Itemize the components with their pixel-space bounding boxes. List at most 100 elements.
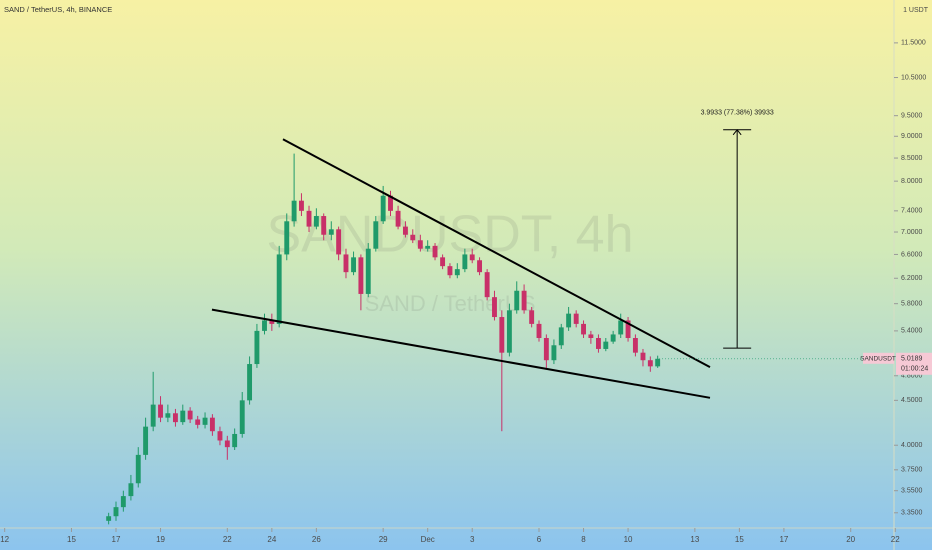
candle-body xyxy=(558,327,564,346)
x-tick-label: 22 xyxy=(223,535,232,544)
chart-title: SAND / TetherUS, 4h, BINANCE xyxy=(4,5,112,14)
watermark-subtitle: SAND / TetherUS xyxy=(365,291,536,316)
y-tick-label: 7.4000 xyxy=(901,208,923,215)
x-tick-label: Dec xyxy=(421,535,435,544)
candle-body xyxy=(106,516,112,521)
candle-body xyxy=(647,360,653,367)
candle-body xyxy=(254,330,260,365)
y-tick-label: 9.0000 xyxy=(901,133,923,140)
plot-area xyxy=(106,153,661,525)
candle-body xyxy=(417,240,423,249)
candle-body xyxy=(492,297,497,318)
candle-body xyxy=(596,338,601,349)
trendline xyxy=(282,138,711,369)
candle-body xyxy=(618,320,624,335)
symbol-tag-label: SANDUSDT xyxy=(860,355,896,362)
candle-body xyxy=(202,417,208,425)
candle-body xyxy=(484,272,490,298)
x-tick-label: 15 xyxy=(735,535,744,544)
candle-body xyxy=(180,410,186,423)
countdown-label: 01:00:24 xyxy=(901,366,928,373)
candle-body xyxy=(573,313,579,324)
candle-body xyxy=(380,195,386,222)
trendline xyxy=(211,308,711,399)
candle-body xyxy=(610,334,616,342)
candle-body xyxy=(343,254,349,273)
candle-body xyxy=(172,413,178,423)
candle-body xyxy=(581,323,586,335)
y-tick-label: 11.5000 xyxy=(901,40,926,47)
candle-body xyxy=(410,234,416,241)
candle-body xyxy=(158,404,163,418)
candle-body xyxy=(388,195,393,211)
candle-body xyxy=(351,257,356,273)
candle-body xyxy=(195,419,201,425)
candle-body xyxy=(551,345,557,361)
candle-body xyxy=(625,320,631,339)
candle-body xyxy=(247,364,253,401)
x-tick-label: 10 xyxy=(624,535,633,544)
x-tick-label: 19 xyxy=(156,535,165,544)
candle-body xyxy=(328,229,334,235)
candle-body xyxy=(588,334,594,339)
candle-body xyxy=(469,254,475,261)
y-tick-label: 6.6000 xyxy=(901,251,923,258)
measure-label: 3.9933 (77.38%) 39933 xyxy=(701,110,774,117)
candle-body xyxy=(358,257,364,294)
candle-body xyxy=(239,400,245,434)
y-tick-label: 8.5000 xyxy=(901,155,923,162)
candle-body xyxy=(150,404,156,427)
candle-body xyxy=(640,352,646,361)
candle-body xyxy=(217,431,223,441)
x-tick-label: 29 xyxy=(379,535,388,544)
x-tick-label: 20 xyxy=(846,535,855,544)
candle-body xyxy=(291,200,297,222)
candle-body xyxy=(313,216,319,227)
y-tick-label: 5.8000 xyxy=(901,301,923,308)
candle-body xyxy=(284,221,290,255)
candle-body xyxy=(336,229,342,255)
y-tick-label: 3.3500 xyxy=(901,510,923,517)
y-tick-label: 3.5500 xyxy=(901,488,923,495)
candle-body xyxy=(499,317,505,353)
symbol-tag xyxy=(863,352,894,364)
price-tag xyxy=(896,352,932,375)
candle-body xyxy=(462,254,468,270)
candle-body xyxy=(655,358,661,367)
candle-body xyxy=(262,320,267,331)
y-tick-label: 8.0000 xyxy=(901,178,923,185)
candle-body xyxy=(306,210,312,227)
x-tick-label: 8 xyxy=(581,535,586,544)
y-tick-label: 3.7500 xyxy=(901,467,923,474)
candle-body xyxy=(209,417,215,432)
candle-body xyxy=(187,410,193,420)
candle-body xyxy=(506,310,512,353)
candle-body xyxy=(440,257,446,267)
x-tick-label: 22 xyxy=(891,535,900,544)
price-tag-label: 5.0189 xyxy=(901,356,923,363)
candle-body xyxy=(521,290,527,311)
candle-body xyxy=(373,221,379,249)
candle-body xyxy=(120,496,126,508)
candle-body xyxy=(402,226,408,235)
y-tick-label: 4.8000 xyxy=(901,373,923,380)
candle-body xyxy=(529,310,535,324)
candle-body xyxy=(165,413,171,418)
candle-body xyxy=(365,248,371,294)
candle-body xyxy=(143,426,149,455)
candle-body xyxy=(321,216,327,235)
x-tick-label: 26 xyxy=(312,535,321,544)
x-tick-label: 3 xyxy=(470,535,475,544)
y-tick-label: 5.4000 xyxy=(901,328,923,335)
candle-body xyxy=(447,266,453,276)
candle-body xyxy=(299,200,304,211)
candle-body xyxy=(232,433,238,448)
y-tick-label: 6.2000 xyxy=(901,275,923,282)
candle-body xyxy=(536,323,542,339)
candle-body xyxy=(276,254,282,324)
y-unit: 1 USDT xyxy=(903,7,929,14)
y-tick-label: 10.5000 xyxy=(901,74,926,81)
candle-body xyxy=(135,454,141,484)
